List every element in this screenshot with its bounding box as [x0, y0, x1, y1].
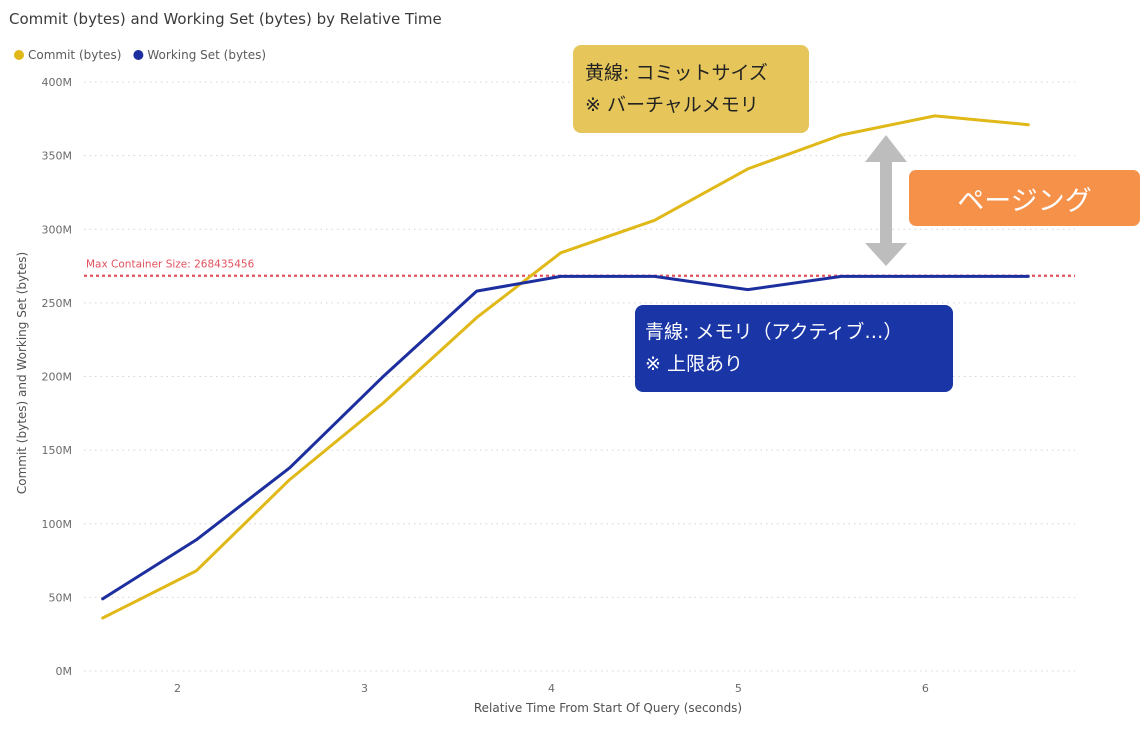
x-axis-title: Relative Time From Start Of Query (secon…: [474, 701, 742, 715]
commit-series-line: [101, 114, 1030, 620]
y-tick-label: 100M: [42, 518, 73, 531]
working-set-callout: 青線: メモリ（アクティブ…） ※ 上限あり: [635, 305, 953, 392]
y-tick-label: 50M: [49, 591, 73, 604]
legend-marker-working-set: [133, 50, 144, 60]
series-lines: [101, 114, 1030, 620]
y-tick-label: 350M: [42, 150, 73, 163]
x-tick-label: 5: [735, 682, 742, 695]
x-tick-label: 3: [361, 682, 368, 695]
y-tick-label: 300M: [42, 223, 73, 236]
legend-marker-commit: [14, 50, 24, 60]
y-axis-title: Commit (bytes) and Working Set (bytes): [15, 252, 29, 494]
y-tick-label: 250M: [42, 297, 73, 310]
x-tick-label: 6: [922, 682, 929, 695]
paging-label: ページング: [909, 170, 1140, 226]
x-tick-label: 2: [174, 682, 181, 695]
working-set-callout-line2: ※ 上限あり: [645, 353, 743, 375]
y-axis-ticks: 0M 50M 100M 150M 200M 250M 300M 350M 400M: [42, 76, 73, 678]
chart-title: Commit (bytes) and Working Set (bytes) b…: [9, 10, 442, 28]
double-arrow-icon: [865, 135, 907, 266]
y-tick-label: 150M: [42, 444, 73, 457]
y-tick-label: 200M: [42, 371, 73, 384]
commit-callout: 黄線: コミットサイズ ※ バーチャルメモリ: [573, 45, 809, 133]
legend: Commit (bytes) Working Set (bytes): [14, 48, 266, 62]
y-tick-label: 400M: [42, 76, 73, 89]
x-axis-ticks: 2 3 4 5 6: [174, 682, 929, 695]
commit-callout-line2: ※ バーチャルメモリ: [585, 94, 759, 116]
max-container-label: Max Container Size: 268435456: [86, 259, 255, 271]
working-set-callout-line1: 青線: メモリ（アクティブ…）: [645, 321, 903, 343]
legend-label-commit: Commit (bytes): [28, 48, 121, 62]
y-tick-label: 0M: [56, 665, 73, 678]
legend-label-working-set: Working Set (bytes): [147, 48, 266, 62]
commit-callout-line1: 黄線: コミットサイズ: [585, 62, 768, 84]
max-container-line: Max Container Size: 268435456: [84, 259, 1075, 277]
working-set-series-line: [101, 274, 1030, 601]
x-tick-label: 4: [548, 682, 555, 695]
